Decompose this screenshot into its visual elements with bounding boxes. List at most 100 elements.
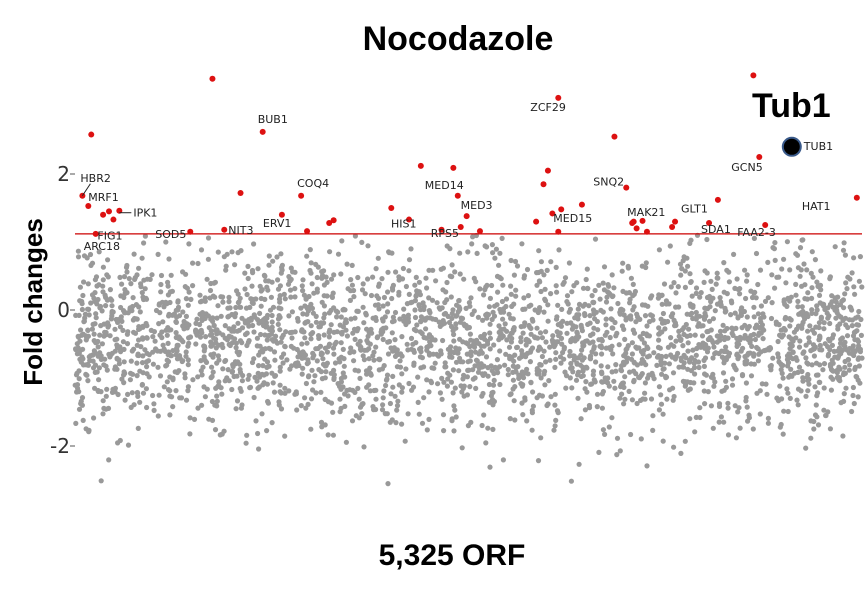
data-point bbox=[567, 353, 573, 359]
data-point bbox=[391, 318, 397, 324]
data-point bbox=[584, 365, 590, 371]
data-point bbox=[582, 311, 588, 317]
data-point bbox=[658, 401, 665, 407]
data-point bbox=[430, 267, 436, 273]
data-point bbox=[137, 326, 143, 332]
data-point bbox=[303, 319, 309, 325]
data-point bbox=[129, 348, 135, 354]
data-point bbox=[380, 336, 386, 343]
data-point bbox=[201, 343, 208, 349]
data-point bbox=[564, 293, 571, 299]
data-point bbox=[852, 337, 858, 343]
data-point bbox=[841, 398, 847, 404]
data-point bbox=[809, 295, 815, 301]
data-point bbox=[646, 353, 653, 359]
data-point bbox=[118, 314, 124, 320]
data-point bbox=[566, 260, 573, 266]
data-point bbox=[282, 390, 288, 396]
data-point bbox=[850, 384, 857, 391]
data-point bbox=[313, 390, 319, 396]
data-point bbox=[318, 320, 324, 326]
data-point bbox=[223, 357, 229, 364]
data-point bbox=[701, 279, 707, 285]
data-point bbox=[725, 405, 731, 411]
data-point bbox=[447, 246, 453, 252]
data-point bbox=[510, 377, 516, 383]
data-point bbox=[757, 267, 764, 273]
data-point bbox=[821, 326, 827, 332]
data-point bbox=[815, 390, 821, 396]
hit-point bbox=[105, 208, 112, 215]
data-point bbox=[267, 326, 273, 333]
data-point bbox=[781, 408, 787, 414]
data-point bbox=[96, 377, 102, 383]
data-point bbox=[322, 345, 328, 351]
data-point bbox=[405, 347, 411, 353]
data-point bbox=[486, 381, 492, 388]
data-point bbox=[782, 316, 788, 322]
data-point bbox=[710, 316, 717, 322]
data-point bbox=[94, 283, 100, 289]
data-point bbox=[449, 354, 455, 360]
data-point bbox=[250, 300, 256, 306]
data-point bbox=[745, 326, 751, 332]
data-point bbox=[692, 332, 698, 338]
data-point bbox=[821, 385, 827, 391]
data-point bbox=[408, 300, 414, 306]
data-point bbox=[744, 314, 750, 320]
data-point bbox=[839, 298, 845, 304]
data-point bbox=[720, 370, 727, 376]
data-point bbox=[401, 306, 407, 312]
data-point bbox=[250, 322, 256, 329]
data-point bbox=[512, 417, 518, 423]
data-point bbox=[580, 368, 586, 374]
data-point bbox=[514, 263, 521, 269]
data-point bbox=[226, 333, 232, 339]
data-point bbox=[626, 388, 632, 394]
data-point bbox=[710, 425, 716, 431]
data-point bbox=[829, 335, 836, 341]
data-point bbox=[725, 400, 731, 406]
data-point bbox=[396, 382, 402, 388]
data-point bbox=[313, 261, 319, 267]
data-point bbox=[450, 307, 456, 313]
data-point bbox=[569, 385, 575, 391]
data-point bbox=[245, 275, 251, 282]
hit-point bbox=[330, 217, 337, 224]
hit-point bbox=[611, 133, 618, 140]
data-point bbox=[524, 266, 531, 273]
data-point bbox=[463, 340, 469, 346]
data-point bbox=[553, 339, 559, 345]
data-point bbox=[149, 272, 155, 278]
data-point bbox=[596, 282, 602, 288]
data-point bbox=[721, 357, 727, 363]
data-point bbox=[632, 288, 639, 295]
data-point bbox=[582, 407, 589, 413]
data-point bbox=[253, 418, 259, 424]
data-point bbox=[821, 320, 827, 326]
data-point bbox=[467, 344, 473, 350]
data-point bbox=[636, 374, 642, 380]
data-point bbox=[502, 362, 508, 368]
data-point bbox=[483, 440, 489, 446]
data-point bbox=[508, 291, 514, 297]
data-point bbox=[249, 359, 256, 366]
data-point bbox=[351, 294, 357, 300]
data-point bbox=[606, 290, 612, 296]
data-point bbox=[310, 387, 316, 393]
data-point bbox=[634, 345, 640, 351]
data-point bbox=[479, 422, 485, 429]
data-point bbox=[721, 387, 727, 393]
data-point bbox=[594, 318, 601, 325]
data-point bbox=[235, 300, 241, 306]
data-point bbox=[309, 305, 315, 311]
data-point bbox=[345, 286, 351, 292]
gene-label: MED14 bbox=[425, 179, 464, 192]
data-point bbox=[554, 289, 560, 295]
data-point bbox=[521, 323, 527, 329]
data-point bbox=[538, 375, 544, 381]
data-point bbox=[661, 281, 668, 287]
data-point bbox=[206, 325, 212, 331]
data-point bbox=[809, 307, 815, 313]
data-point bbox=[366, 369, 372, 375]
